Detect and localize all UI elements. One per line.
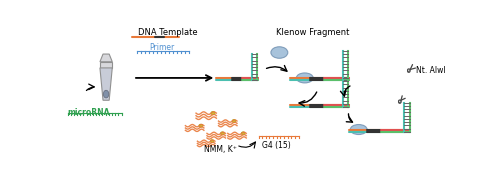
Polygon shape: [100, 68, 112, 100]
Ellipse shape: [211, 111, 215, 115]
Ellipse shape: [232, 119, 236, 123]
Ellipse shape: [296, 73, 313, 83]
Ellipse shape: [104, 90, 109, 98]
Text: microRNA: microRNA: [68, 108, 110, 117]
Text: NMM, K⁺: NMM, K⁺: [204, 145, 237, 154]
Text: Primer: Primer: [150, 43, 175, 52]
Ellipse shape: [220, 132, 224, 135]
Ellipse shape: [199, 124, 202, 127]
Text: Nt. AlwI: Nt. AlwI: [416, 66, 446, 75]
Ellipse shape: [350, 125, 367, 134]
Ellipse shape: [241, 132, 245, 135]
Polygon shape: [100, 54, 112, 62]
Text: Klenow Fragment: Klenow Fragment: [276, 28, 349, 37]
Ellipse shape: [210, 140, 214, 143]
Text: DNA Template: DNA Template: [138, 28, 198, 37]
Polygon shape: [100, 62, 112, 68]
Ellipse shape: [271, 47, 288, 58]
Text: G4 (15): G4 (15): [262, 141, 291, 150]
